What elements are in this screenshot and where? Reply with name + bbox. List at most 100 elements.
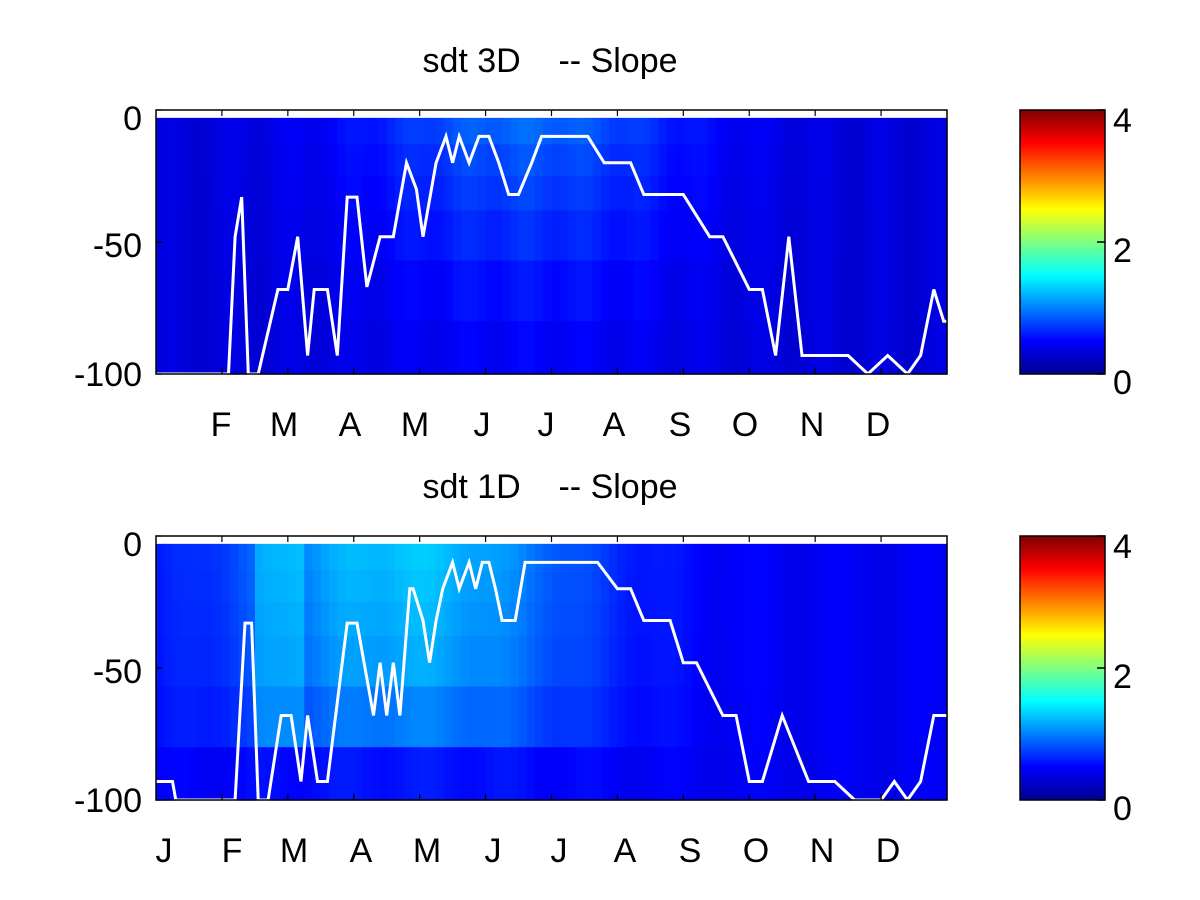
heatmap-cell	[757, 686, 767, 748]
heatmap-cell	[881, 144, 890, 177]
heatmap-cell	[897, 686, 907, 748]
heatmap-cell	[765, 260, 775, 322]
heatmap-cell	[930, 210, 940, 262]
heatmap-cell	[246, 117, 256, 145]
heatmap-cell	[485, 747, 495, 801]
heatmap-cell	[749, 144, 759, 177]
heatmap-cell	[691, 321, 701, 375]
heatmap-cell	[757, 543, 767, 571]
heatmap-cell	[872, 144, 882, 177]
heatmap-cell	[477, 144, 487, 177]
heatmap-cell	[930, 321, 940, 375]
heatmap-cell	[567, 747, 577, 801]
heatmap-cell	[164, 260, 174, 322]
heatmap-cell	[394, 602, 404, 637]
heatmap-cell	[864, 117, 874, 145]
heatmap-cell	[180, 321, 190, 375]
heatmap-cell	[221, 570, 231, 603]
heatmap-cell	[839, 602, 849, 637]
heatmap-cell	[403, 570, 413, 603]
heatmap-cell	[444, 686, 454, 748]
heatmap-cell	[576, 602, 586, 637]
heatmap-cell	[452, 210, 462, 262]
heatmap-cell	[806, 176, 816, 211]
heatmap-cell	[543, 117, 553, 145]
heatmap-cell	[559, 321, 569, 375]
heatmap-cell	[353, 144, 363, 177]
heatmap-cell	[197, 686, 207, 748]
heatmap-cell	[535, 570, 544, 603]
heatmap-cell	[419, 543, 429, 571]
heatmap-cell	[246, 321, 256, 375]
heatmap-cell	[164, 210, 174, 262]
heatmap-cell	[848, 686, 857, 748]
heatmap-cell	[518, 117, 528, 145]
heatmap-cell	[485, 543, 495, 571]
heatmap-cell	[518, 321, 528, 375]
heatmap-cell	[790, 686, 800, 748]
heatmap-cell	[592, 570, 602, 603]
heatmap-cell	[930, 602, 940, 637]
heatmap-cell	[831, 686, 841, 748]
heatmap-cell	[427, 636, 437, 688]
heatmap-cell	[263, 210, 272, 262]
heatmap-cell	[361, 260, 371, 322]
heatmap-cell	[485, 260, 495, 322]
heatmap-cell	[543, 260, 553, 322]
heatmap-cell	[279, 543, 289, 571]
heatmap-cell	[724, 144, 734, 177]
heatmap-cell	[329, 260, 338, 322]
heatmap-cell	[188, 176, 198, 211]
heatmap-cell	[567, 570, 577, 603]
heatmap-cell	[790, 636, 800, 688]
heatmap-cell	[881, 176, 890, 211]
heatmap-cell	[757, 747, 767, 801]
heatmap-cell	[427, 321, 437, 375]
heatmap-cell	[254, 144, 264, 177]
heatmap-cell	[411, 260, 421, 322]
heatmap-cell	[419, 570, 429, 603]
heatmap-cell	[658, 543, 668, 571]
heatmap-cell	[403, 543, 413, 571]
heatmap-cell	[806, 117, 816, 145]
heatmap-cell	[551, 176, 561, 211]
heatmap-cell	[526, 570, 536, 603]
heatmap-cell	[263, 260, 272, 322]
heatmap-cell	[279, 260, 289, 322]
heatmap-cell	[535, 602, 544, 637]
heatmap-cell	[741, 602, 750, 637]
heatmap-cell	[914, 602, 923, 637]
ytick-top-0: 0	[123, 100, 142, 138]
heatmap-cell	[749, 210, 759, 262]
heatmap-cell	[839, 636, 849, 688]
heatmap-cell	[732, 260, 742, 322]
heatmap-cell	[205, 144, 215, 177]
heatmap-cell	[329, 636, 338, 688]
heatmap-cell	[394, 210, 404, 262]
heatmap-cell	[378, 144, 388, 177]
heatmap-cell	[188, 210, 198, 262]
heatmap-cell	[452, 260, 462, 322]
heatmap-cell	[551, 686, 561, 748]
heatmap-cell	[296, 210, 305, 262]
heatmap-cell	[567, 210, 577, 262]
heatmap-cell	[493, 260, 503, 322]
heatmap-cell	[592, 176, 602, 211]
heatmap-cell	[773, 260, 783, 322]
heatmap-cell	[823, 210, 833, 262]
heatmap-cell	[164, 144, 174, 177]
heatmap-cell	[839, 210, 849, 262]
x-tick-label: J	[156, 832, 173, 870]
heatmap-cell	[411, 686, 421, 748]
heatmap-cell	[337, 176, 347, 211]
heatmap-cell	[749, 636, 759, 688]
heatmap-cell	[361, 321, 371, 375]
heatmap-cell	[650, 210, 660, 262]
heatmap-cell	[699, 260, 709, 322]
heatmap-cell	[798, 321, 808, 375]
heatmap-cell	[205, 210, 215, 262]
heatmap-cell	[271, 321, 281, 375]
heatmap-cell	[213, 686, 223, 748]
heatmap-cell	[361, 636, 371, 688]
heatmap-cell	[881, 686, 890, 748]
